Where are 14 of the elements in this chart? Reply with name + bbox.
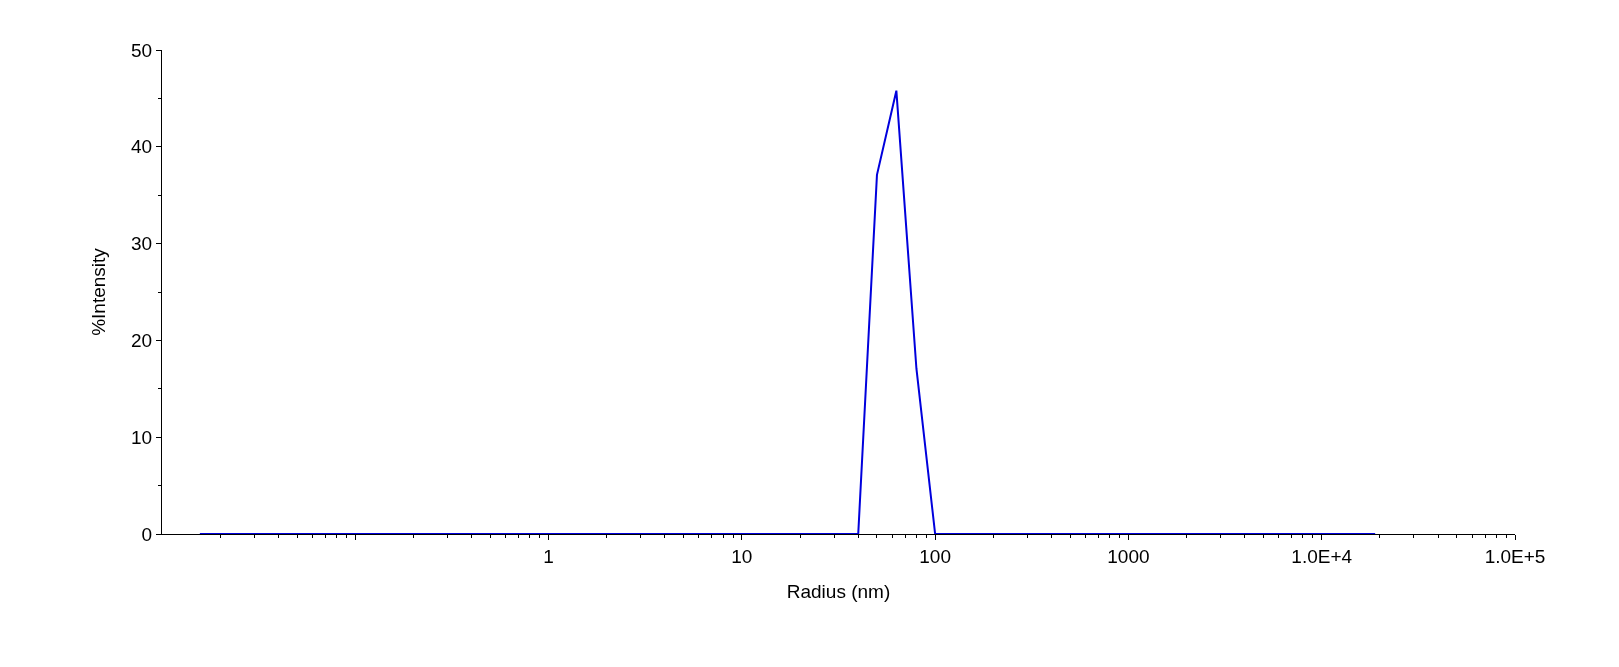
y-axis-title: %Intensity: [87, 247, 109, 336]
x-tick-label: 100: [919, 545, 951, 567]
x-axis-title: Radius (nm): [786, 580, 891, 602]
x-tick-label: 10: [731, 545, 753, 567]
y-tick-label: 20: [131, 330, 153, 352]
y-tick-label: 40: [131, 136, 153, 158]
x-tick-label: 1: [543, 545, 554, 567]
y-tick-label: 30: [131, 233, 153, 255]
y-tick-label: 10: [131, 426, 153, 448]
x-tick-label: 1.0E+4: [1291, 545, 1353, 567]
x-tick-label: 1.0E+5: [1484, 545, 1546, 567]
y-tick-label: 0: [141, 523, 153, 545]
x-tick-label: 1000: [1107, 545, 1150, 567]
y-tick-label: 50: [131, 39, 153, 61]
